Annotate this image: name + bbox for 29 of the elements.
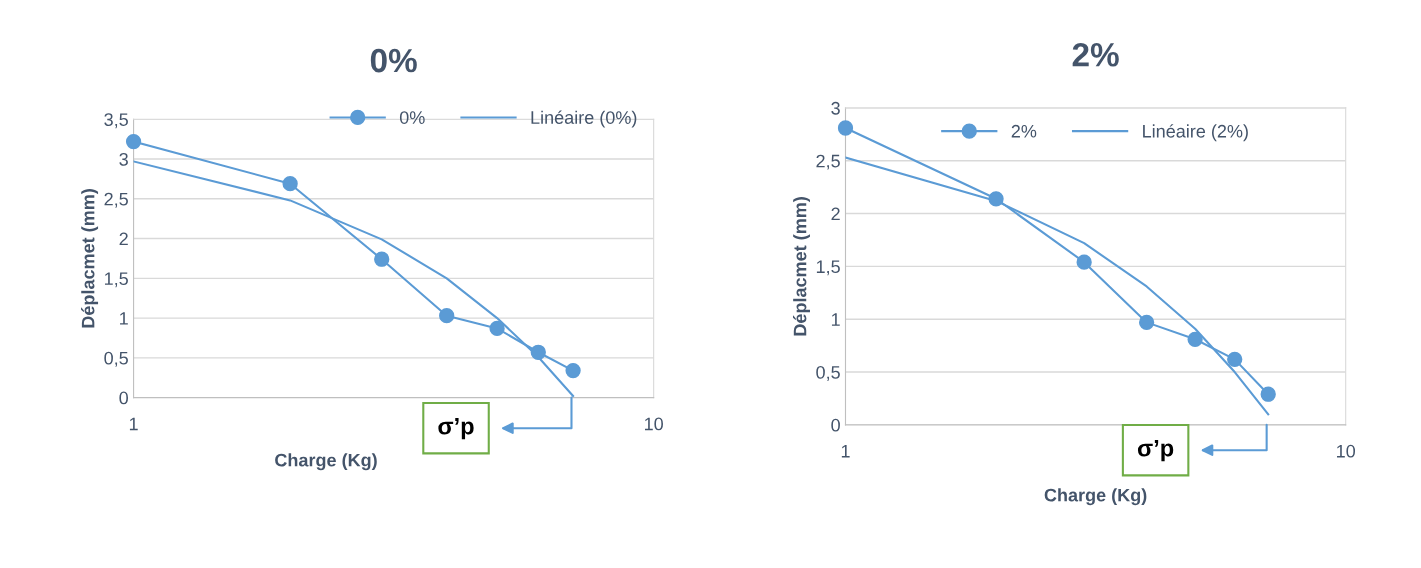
y-tick-label: 1 bbox=[120, 312, 128, 325]
y-tick-label: 0 bbox=[831, 418, 840, 432]
text: σ’p bbox=[438, 418, 474, 440]
legend-label: 2% bbox=[1011, 124, 1037, 138]
y-tick-label: 1 bbox=[831, 313, 840, 326]
y-tick-label: 2,5 bbox=[104, 192, 128, 208]
chart-title: 0% bbox=[370, 48, 417, 73]
y-tick-label: 1,5 bbox=[104, 272, 128, 288]
legend-label: 0% bbox=[399, 111, 425, 124]
y-axis-title: Déplacmet (mm) bbox=[81, 189, 99, 328]
legend-label: Linéaire (2%) bbox=[1143, 124, 1248, 142]
y-tick-label: 2 bbox=[831, 207, 840, 221]
x-tick-label: 10 bbox=[1337, 444, 1356, 458]
y-tick-label: 0 bbox=[119, 391, 129, 405]
legend-label: Linéaire (0%) bbox=[531, 110, 637, 128]
y-tick-label: 3,5 bbox=[104, 113, 128, 129]
y-tick-label: 3 bbox=[831, 101, 840, 115]
y-tick-label: 1,5 bbox=[816, 260, 840, 276]
y-tick-label: 2,5 bbox=[816, 154, 840, 170]
y-tick-label: 2 bbox=[119, 232, 128, 246]
text: σ’p bbox=[1137, 440, 1174, 462]
x-axis-title: Charge (Kg) bbox=[275, 453, 377, 471]
x-tick-label: 10 bbox=[645, 417, 663, 431]
y-tick-label: 0,5 bbox=[104, 351, 128, 367]
y-tick-label: 0,5 bbox=[816, 365, 840, 381]
x-axis-title: Charge (Kg) bbox=[1044, 488, 1147, 506]
y-tick-label: 3 bbox=[119, 152, 128, 166]
chart-title: 2% bbox=[1072, 42, 1119, 67]
y-axis-title: Déplacmet (mm) bbox=[792, 197, 810, 336]
